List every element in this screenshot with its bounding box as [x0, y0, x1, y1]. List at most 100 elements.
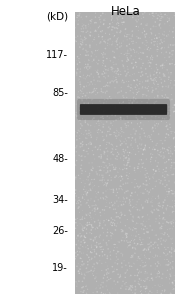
Point: [163, 239, 165, 244]
Point: [144, 267, 146, 272]
Point: [166, 127, 169, 132]
Point: [109, 67, 112, 72]
Point: [126, 114, 129, 119]
Point: [158, 213, 161, 218]
Point: [81, 86, 84, 91]
Point: [102, 50, 105, 55]
Point: [157, 122, 160, 126]
Point: [115, 118, 117, 122]
Point: [160, 40, 163, 44]
Point: [149, 137, 152, 142]
Point: [119, 116, 122, 120]
Point: [119, 115, 122, 120]
Point: [116, 157, 119, 162]
Point: [144, 116, 147, 121]
Point: [156, 47, 158, 52]
Point: [119, 128, 122, 133]
Point: [96, 261, 99, 266]
Point: [150, 151, 153, 155]
Point: [171, 209, 174, 214]
Point: [156, 42, 159, 46]
Point: [137, 281, 140, 286]
Point: [129, 73, 131, 78]
Point: [156, 290, 159, 295]
Point: [91, 97, 94, 102]
Point: [101, 116, 104, 121]
Point: [112, 34, 115, 39]
Point: [105, 200, 108, 205]
Point: [80, 240, 83, 244]
Point: [99, 241, 102, 246]
Point: [124, 180, 127, 184]
Point: [79, 242, 82, 247]
Point: [97, 132, 100, 136]
Point: [111, 286, 114, 290]
Point: [134, 170, 137, 175]
Point: [96, 70, 99, 75]
Point: [81, 98, 84, 103]
Point: [125, 226, 128, 231]
Point: [98, 172, 101, 177]
Point: [144, 263, 146, 268]
Point: [147, 58, 150, 63]
Point: [115, 258, 118, 263]
Point: [141, 242, 144, 247]
Point: [122, 117, 125, 122]
Point: [110, 216, 113, 220]
Point: [166, 262, 169, 267]
Point: [146, 235, 149, 240]
Point: [93, 145, 95, 150]
Point: [102, 55, 105, 60]
Point: [145, 263, 148, 268]
Point: [88, 182, 91, 187]
Point: [126, 38, 129, 42]
Point: [145, 178, 148, 183]
Point: [99, 115, 102, 120]
Point: [155, 99, 158, 103]
Point: [147, 133, 150, 138]
Point: [93, 20, 96, 25]
Point: [106, 43, 109, 48]
Point: [81, 116, 84, 121]
Point: [146, 23, 148, 28]
Point: [98, 17, 101, 22]
Point: [173, 209, 175, 214]
Point: [113, 33, 116, 38]
Point: [103, 71, 106, 76]
Point: [110, 200, 113, 205]
Point: [78, 74, 81, 79]
Point: [78, 269, 81, 274]
Point: [133, 291, 136, 296]
Point: [102, 90, 105, 95]
Point: [134, 54, 137, 59]
Point: [121, 187, 124, 192]
Point: [96, 172, 98, 176]
Point: [90, 98, 93, 102]
Point: [136, 273, 139, 278]
Point: [142, 184, 145, 189]
Point: [84, 222, 87, 227]
Point: [168, 145, 170, 150]
Point: [118, 215, 121, 220]
Point: [141, 73, 144, 77]
Point: [95, 29, 98, 34]
Point: [76, 199, 79, 204]
Point: [131, 72, 134, 77]
Point: [89, 133, 92, 137]
Point: [142, 92, 144, 97]
Point: [128, 274, 131, 279]
Point: [119, 72, 122, 77]
Point: [74, 145, 77, 150]
Point: [167, 95, 170, 100]
Point: [140, 99, 143, 104]
Point: [149, 74, 152, 78]
Point: [117, 257, 119, 262]
Point: [79, 144, 82, 149]
Point: [129, 227, 132, 232]
Point: [133, 48, 136, 53]
Point: [160, 276, 163, 281]
Point: [170, 49, 173, 53]
Point: [159, 113, 162, 118]
Point: [152, 11, 155, 16]
Point: [161, 116, 164, 121]
